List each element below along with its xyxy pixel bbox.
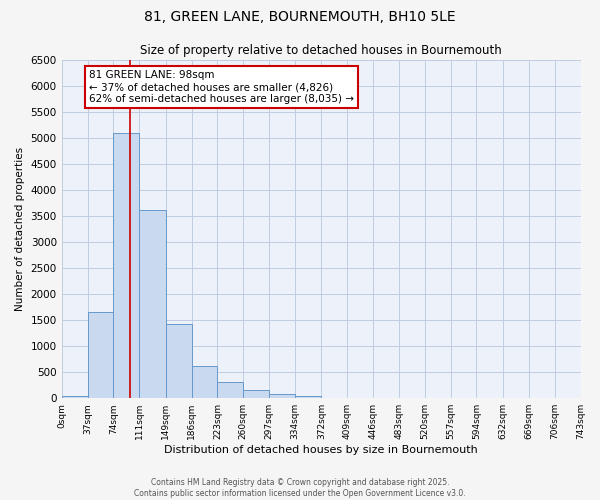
Bar: [269, 394, 295, 398]
Bar: [191, 366, 217, 398]
Bar: [166, 324, 191, 398]
Bar: [113, 133, 139, 398]
Title: Size of property relative to detached houses in Bournemouth: Size of property relative to detached ho…: [140, 44, 502, 58]
Bar: [88, 312, 113, 398]
Y-axis label: Number of detached properties: Number of detached properties: [15, 147, 25, 311]
Bar: [217, 382, 243, 398]
Text: 81, GREEN LANE, BOURNEMOUTH, BH10 5LE: 81, GREEN LANE, BOURNEMOUTH, BH10 5LE: [144, 10, 456, 24]
Bar: [243, 390, 269, 398]
Text: Contains HM Land Registry data © Crown copyright and database right 2025.
Contai: Contains HM Land Registry data © Crown c…: [134, 478, 466, 498]
X-axis label: Distribution of detached houses by size in Bournemouth: Distribution of detached houses by size …: [164, 445, 478, 455]
Bar: [62, 396, 88, 398]
Bar: [139, 210, 166, 398]
Bar: [295, 396, 322, 398]
Text: 81 GREEN LANE: 98sqm
← 37% of detached houses are smaller (4,826)
62% of semi-de: 81 GREEN LANE: 98sqm ← 37% of detached h…: [89, 70, 354, 104]
